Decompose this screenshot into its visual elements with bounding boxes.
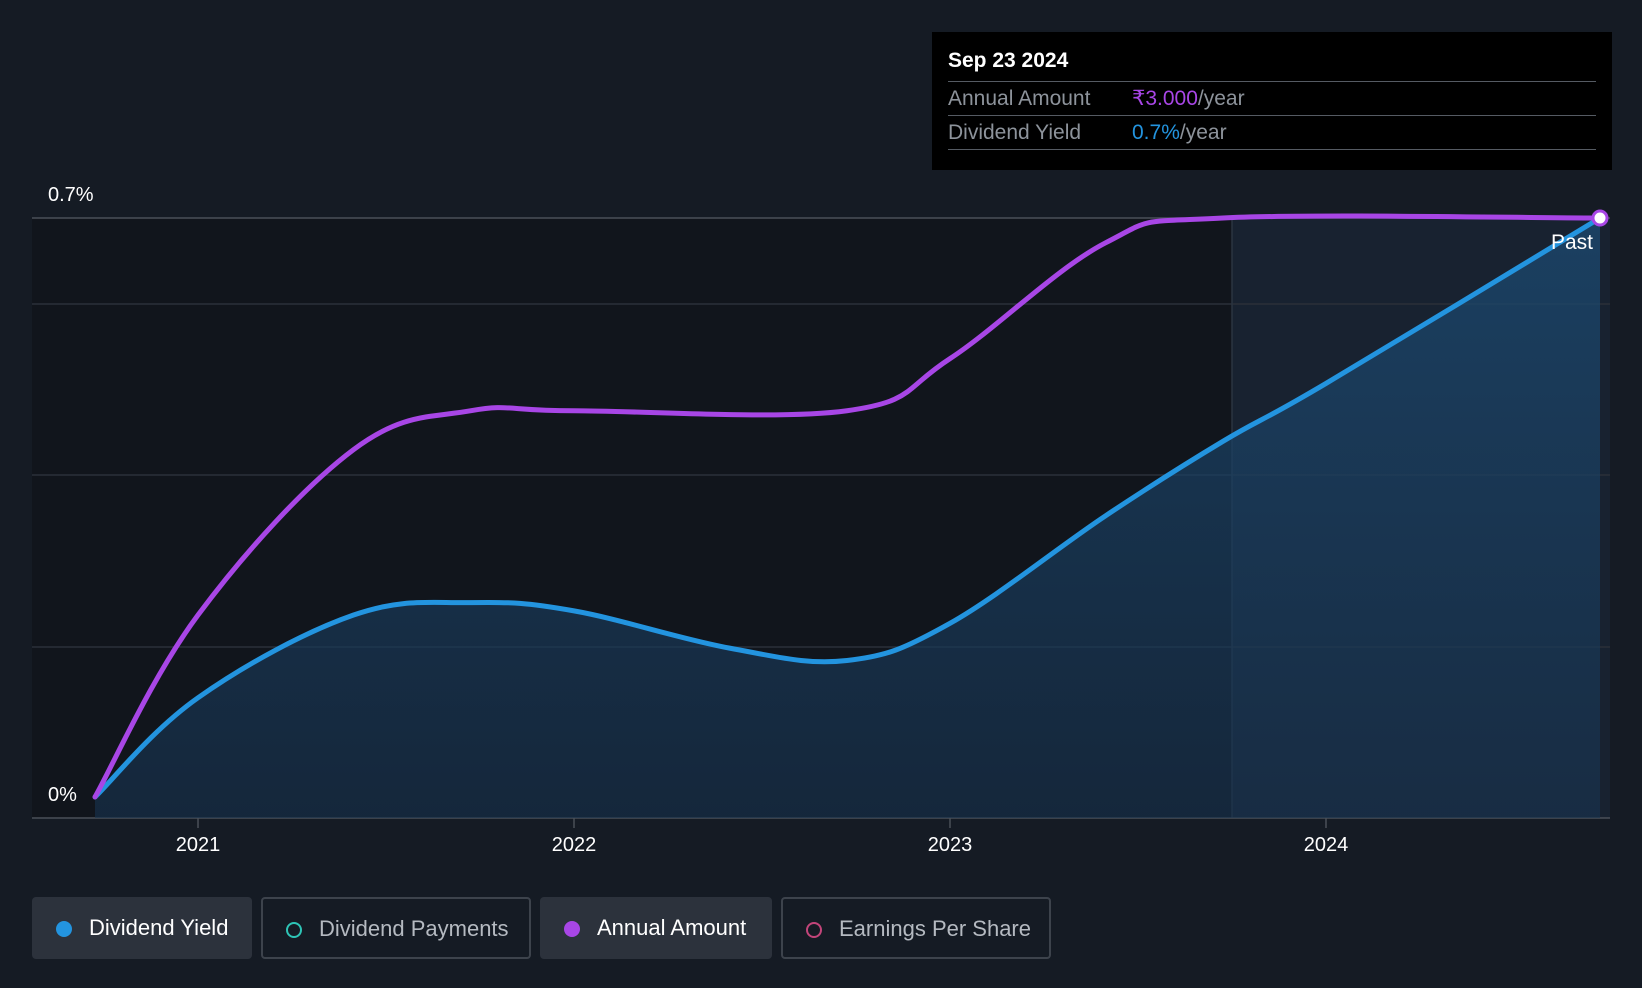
- legend-dot-icon: [806, 922, 822, 938]
- x-tick-label: 2023: [928, 834, 973, 856]
- x-tick-label: 2021: [176, 834, 221, 856]
- dividend-yield-line: [92, 215, 1603, 800]
- y-tick-label: 0%: [48, 784, 77, 806]
- tooltip: Sep 23 2024 Annual Amount ₹3.000/year Div…: [932, 32, 1612, 170]
- dividend-yield-area: [95, 218, 1600, 818]
- legend-label: Dividend Payments: [319, 916, 509, 941]
- x-tick-label: 2022: [552, 834, 597, 856]
- legend-item-dividend-yield[interactable]: Dividend Yield: [32, 897, 252, 959]
- tooltip-row-annual-amount: Annual Amount ₹3.000/year: [948, 81, 1596, 115]
- legend-dot-icon: [286, 922, 302, 938]
- annual-amount-end-marker[interactable]: [1591, 209, 1609, 227]
- x-tick-label: 2024: [1304, 834, 1349, 856]
- legend-label: Dividend Yield: [89, 915, 229, 940]
- legend-label: Earnings Per Share: [839, 916, 1031, 941]
- legend-item-annual-amount[interactable]: Annual Amount: [540, 897, 772, 959]
- tooltip-row-dividend-yield: Dividend Yield 0.7%/year: [948, 115, 1596, 150]
- tooltip-value: 0.7%: [1132, 121, 1180, 144]
- legend-item-earnings-per-share[interactable]: Earnings Per Share: [781, 897, 1051, 959]
- tooltip-suffix: /year: [1197, 87, 1245, 110]
- legend-dot-icon: [56, 921, 72, 937]
- past-annotation: Past: [1551, 231, 1593, 254]
- legend-label: Annual Amount: [597, 915, 747, 940]
- tooltip-label: Annual Amount: [948, 87, 1091, 110]
- legend-item-dividend-payments[interactable]: Dividend Payments: [261, 897, 531, 959]
- tooltip-date: Sep 23 2024: [948, 49, 1069, 72]
- annual-amount-line: [92, 213, 1603, 800]
- y-tick-label: 0.7%: [48, 184, 94, 206]
- tooltip-suffix: /year: [1179, 121, 1227, 144]
- tooltip-value: ₹3.000: [1132, 87, 1198, 110]
- tooltip-label: Dividend Yield: [948, 121, 1082, 144]
- legend-dot-icon: [564, 921, 580, 937]
